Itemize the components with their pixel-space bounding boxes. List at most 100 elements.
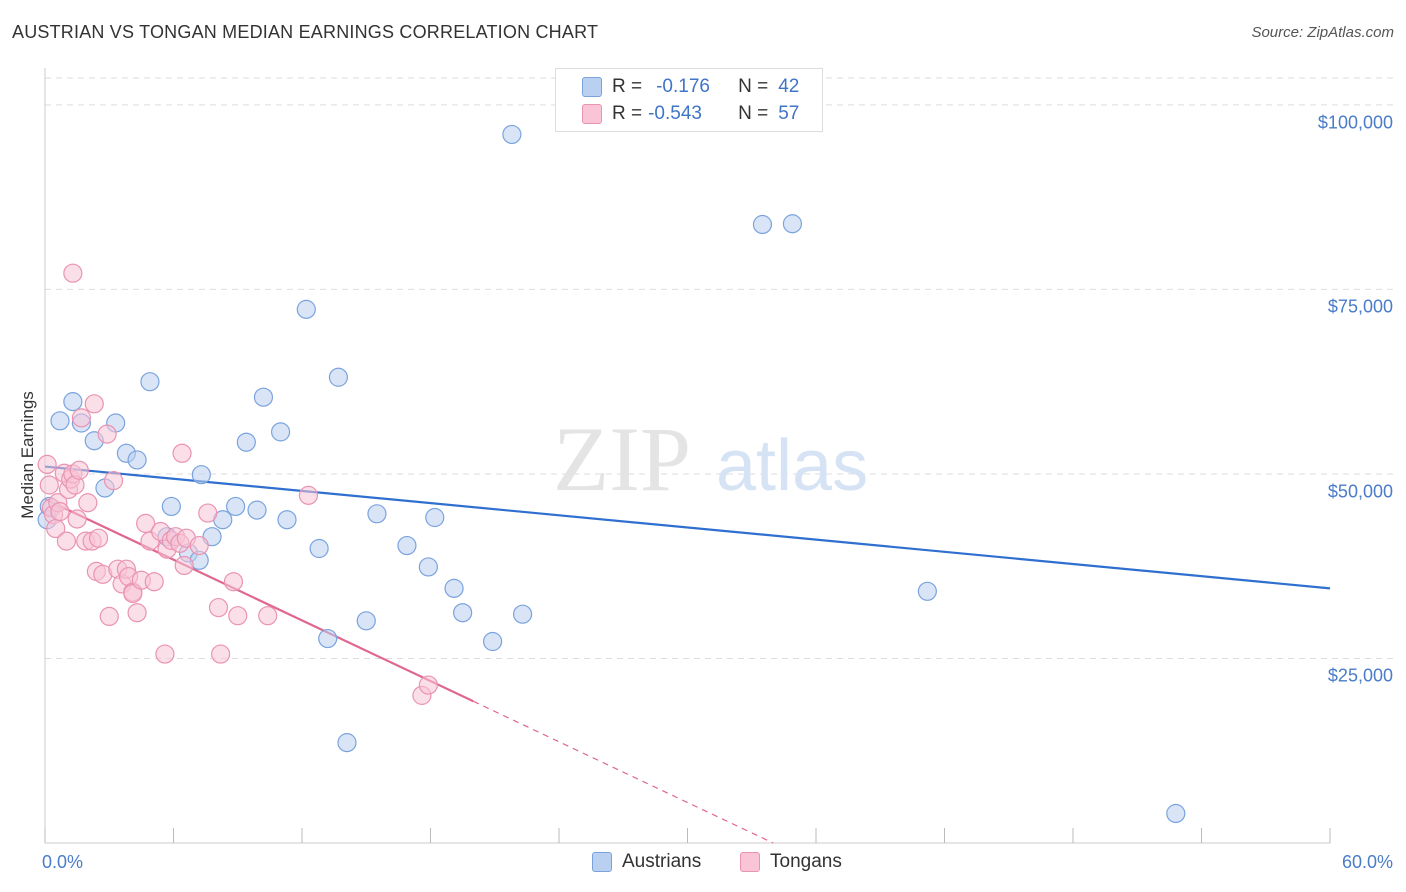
austrian-point bbox=[161, 496, 181, 517]
tongan-point bbox=[223, 572, 244, 592]
austrian-point bbox=[444, 578, 464, 598]
austrian-point bbox=[318, 628, 338, 649]
austrians-r-label: R = bbox=[612, 76, 643, 97]
austrian-point bbox=[782, 214, 803, 234]
y-axis-label: Median Earnings bbox=[18, 391, 37, 519]
tongan-point bbox=[69, 460, 89, 480]
austrians-n-label: N = bbox=[738, 76, 769, 97]
tongans-trend-extension bbox=[473, 700, 774, 844]
austrians-n-value: 42 bbox=[778, 76, 800, 97]
tongans-points bbox=[37, 263, 438, 705]
series-legend: Austrians Tongans bbox=[0, 851, 1406, 877]
austrian-point bbox=[270, 422, 291, 442]
austrian-point bbox=[367, 504, 387, 524]
chart-source: Source: ZipAtlas.com bbox=[1251, 24, 1394, 41]
tongan-point bbox=[144, 572, 164, 592]
austrians-trend-line bbox=[44, 465, 1331, 590]
austrian-point bbox=[425, 507, 445, 528]
austrian-point bbox=[236, 432, 256, 452]
tongan-point bbox=[208, 597, 229, 618]
tongan-point bbox=[298, 485, 319, 505]
austrians-swatch bbox=[582, 77, 602, 97]
tongan-point bbox=[189, 535, 209, 556]
austrian-point bbox=[328, 367, 349, 387]
tongans-r-label: R = bbox=[612, 103, 643, 124]
trend-lines bbox=[44, 465, 1331, 844]
y-tick-label: $50,000 bbox=[1327, 481, 1393, 502]
tongan-point bbox=[174, 555, 194, 576]
austrian-point bbox=[309, 538, 329, 559]
austrian-point bbox=[63, 392, 83, 412]
tongans-n-value: 57 bbox=[778, 103, 800, 124]
austrian-point bbox=[502, 124, 522, 145]
austrian-point bbox=[296, 299, 316, 319]
y-tick-label: $100,000 bbox=[1317, 112, 1393, 133]
austrian-point bbox=[917, 581, 937, 601]
tongans-r-value: -0.543 bbox=[648, 103, 702, 124]
watermark-zip: ZIP bbox=[553, 408, 691, 510]
tongan-point bbox=[172, 443, 192, 463]
tongan-point bbox=[84, 394, 104, 414]
austrian-point bbox=[140, 372, 160, 392]
austrian-point bbox=[512, 604, 533, 624]
tongan-point bbox=[155, 644, 175, 664]
austrian-point bbox=[1166, 803, 1186, 824]
watermark-atlas: atlas bbox=[716, 426, 868, 506]
austrians-legend-swatch bbox=[592, 852, 612, 872]
tongan-point bbox=[127, 603, 147, 623]
correlation-legend: R = -0.176 N = 42 R = -0.543 N = 57 bbox=[555, 68, 823, 132]
austrian-point bbox=[752, 214, 773, 235]
tongan-point bbox=[198, 503, 218, 523]
tongan-point bbox=[103, 470, 124, 491]
y-tick-label: $25,000 bbox=[1327, 665, 1393, 686]
austrian-point bbox=[418, 557, 438, 577]
tongans-legend-swatch bbox=[740, 852, 760, 872]
tongan-point bbox=[228, 606, 248, 626]
austrians-legend-label: Austrians bbox=[622, 851, 702, 872]
tongans-n-label: N = bbox=[738, 103, 769, 124]
tongan-point bbox=[67, 509, 87, 529]
austrian-point bbox=[483, 631, 503, 652]
legend-item-tongans[interactable]: Tongans bbox=[740, 851, 842, 873]
legend-item-austrians[interactable]: Austrians bbox=[592, 851, 701, 873]
gridlines bbox=[45, 77, 1393, 659]
tongan-point bbox=[39, 475, 59, 495]
tongan-point bbox=[56, 531, 77, 551]
tongan-point bbox=[418, 675, 438, 695]
tongans-trend-line bbox=[44, 498, 474, 703]
legend-row-tongans: R = -0.543 N = 57 bbox=[582, 101, 799, 127]
tongan-point bbox=[37, 454, 57, 474]
austrian-point bbox=[397, 535, 417, 556]
watermark: ZIP atlas bbox=[553, 408, 868, 510]
legend-row-austrians: R = -0.176 N = 42 bbox=[582, 74, 799, 100]
x-tick-label-min: 0.0% bbox=[42, 852, 84, 872]
austrian-point bbox=[253, 387, 274, 407]
austrian-point bbox=[453, 603, 473, 623]
austrian-point bbox=[127, 450, 147, 470]
tongan-point bbox=[71, 408, 92, 428]
tongan-point bbox=[99, 606, 119, 627]
tongan-point bbox=[136, 513, 156, 534]
austrian-point bbox=[277, 510, 297, 530]
austrian-point bbox=[337, 733, 357, 753]
tongan-point bbox=[97, 424, 117, 444]
austrian-point bbox=[50, 411, 70, 431]
tongan-point bbox=[78, 493, 98, 513]
tongans-swatch bbox=[582, 104, 602, 124]
chart-title: AUSTRIAN VS TONGAN MEDIAN EARNINGS CORRE… bbox=[12, 22, 599, 42]
tongans-legend-label: Tongans bbox=[770, 851, 842, 872]
tongan-point bbox=[50, 501, 70, 522]
austrian-point bbox=[226, 496, 246, 517]
tongan-point bbox=[63, 263, 83, 283]
austrians-points bbox=[37, 124, 1186, 824]
tongan-point bbox=[211, 644, 231, 664]
austrians-r-value: -0.176 bbox=[656, 76, 710, 97]
x-tick-label-max: 60.0% bbox=[1341, 852, 1393, 872]
austrian-point bbox=[191, 465, 211, 485]
y-tick-label: $75,000 bbox=[1327, 296, 1393, 317]
tongan-point bbox=[88, 528, 109, 548]
tongan-point bbox=[258, 606, 278, 626]
austrian-point bbox=[247, 500, 267, 520]
austrian-point bbox=[356, 611, 376, 631]
